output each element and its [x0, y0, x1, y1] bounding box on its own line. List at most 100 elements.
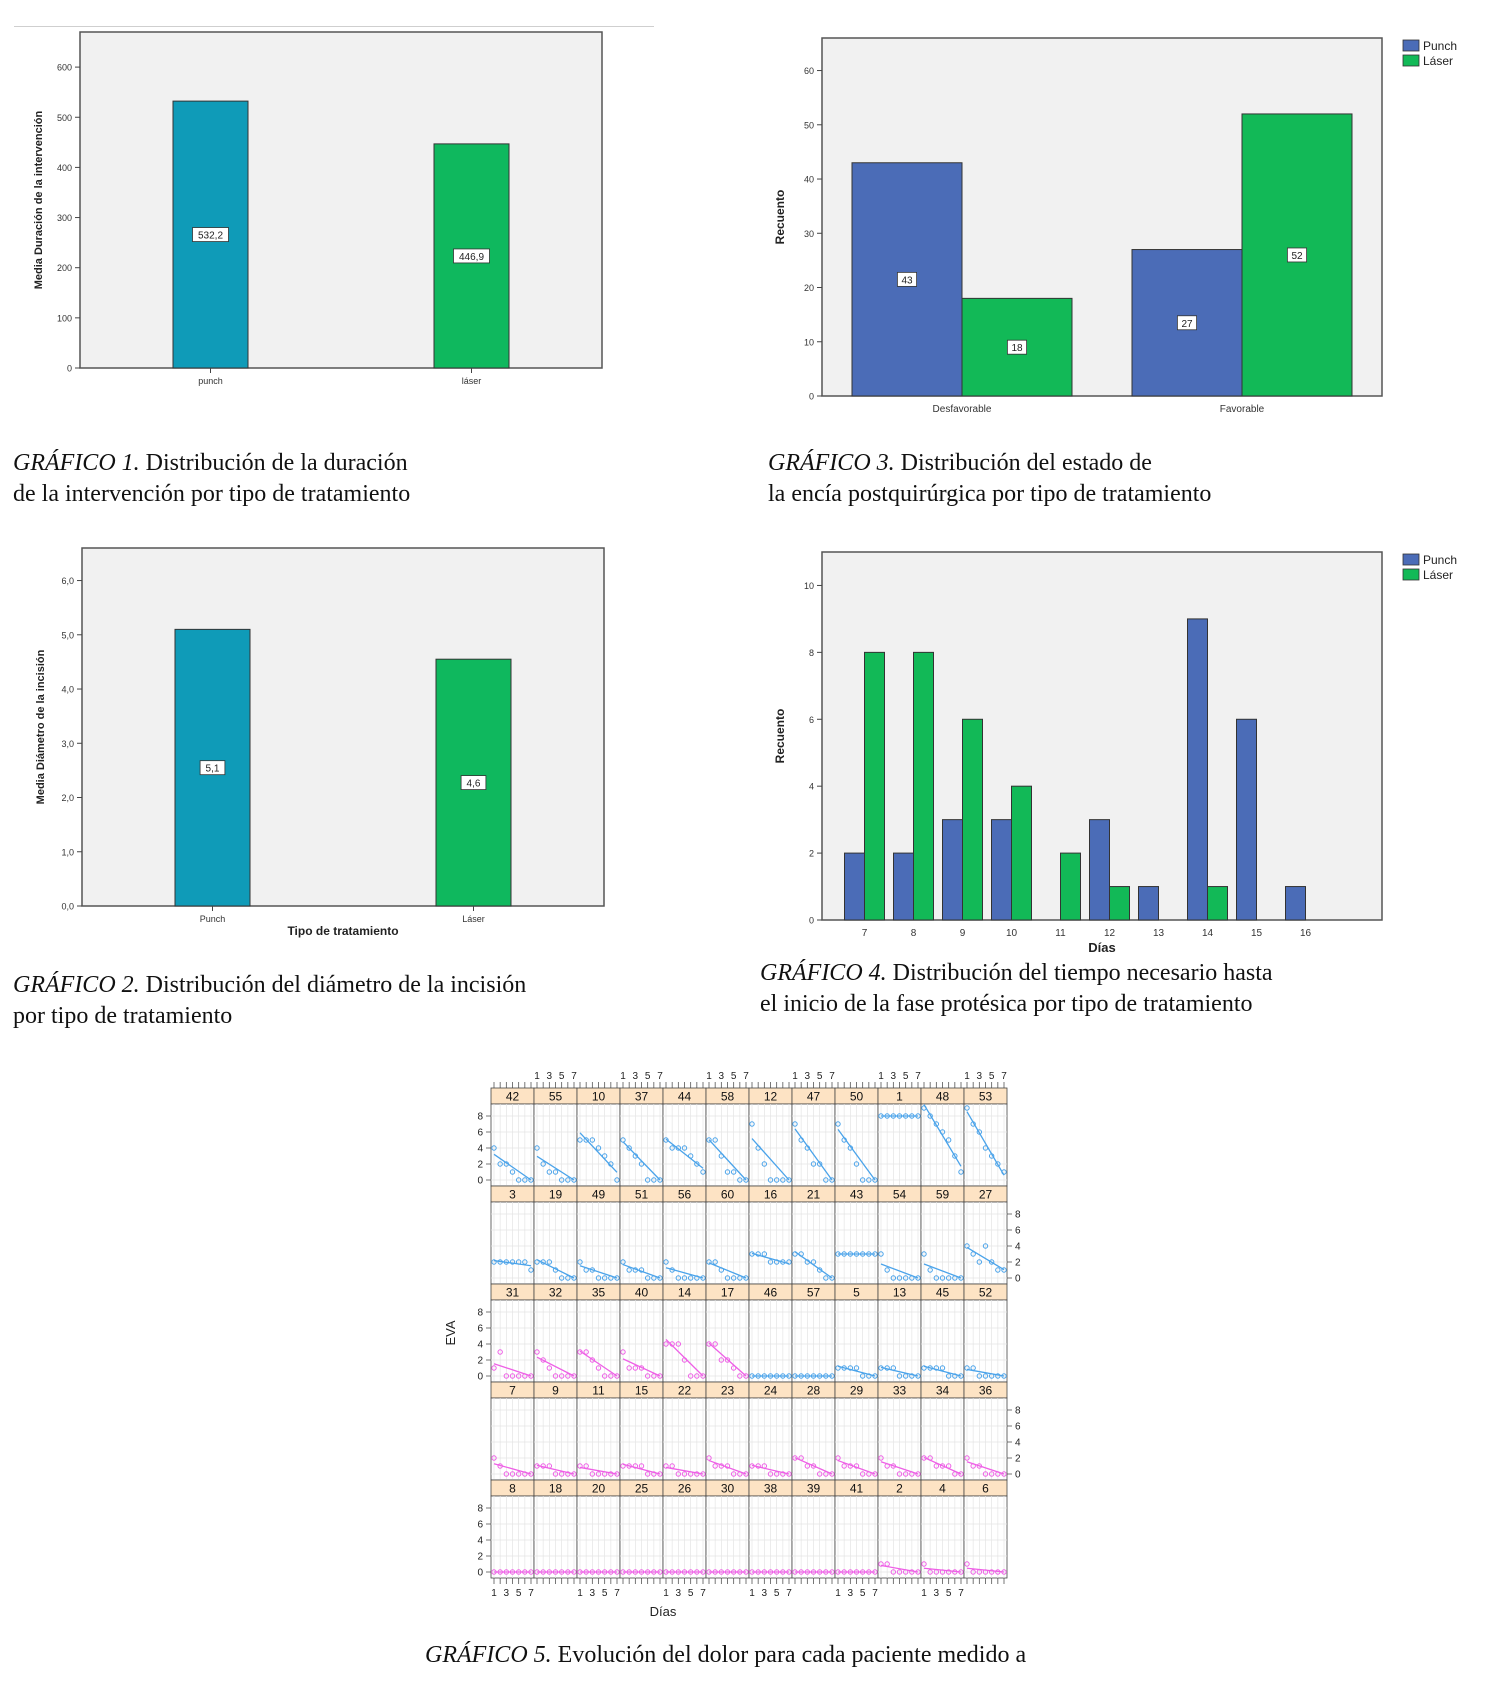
g5-ytick-label: 8 [1015, 1406, 1021, 1417]
g5-point [528, 1471, 534, 1477]
g4-bar-punch-10 [991, 819, 1012, 921]
g5-point [749, 1373, 755, 1379]
g5-point [638, 1267, 645, 1273]
g3-data-label-text: 27 [1181, 319, 1193, 330]
g3-ytick-label: 60 [804, 66, 814, 76]
g4-ytick-label: 8 [809, 648, 814, 658]
g5-point [614, 1177, 620, 1183]
g5-ytick-label: 8 [477, 1504, 483, 1515]
g5-xtick-label-top: 1 [792, 1071, 798, 1082]
g3-ytick-label: 0 [809, 392, 814, 402]
g5-point [577, 1463, 583, 1469]
g5-point [810, 1463, 817, 1469]
g5-xtick-label-bottom: 3 [504, 1588, 510, 1599]
g5-point [847, 1569, 854, 1575]
g5-point [872, 1569, 878, 1575]
g5-point [730, 1365, 737, 1371]
g5-point [497, 1349, 503, 1355]
g5-point [952, 1471, 958, 1477]
g2-ytick-label: 4,0 [61, 685, 74, 695]
g5-point [528, 1373, 534, 1379]
g5-ytick-label: 6 [1015, 1422, 1021, 1433]
g5-point [700, 1373, 706, 1379]
g5-point [761, 1251, 768, 1257]
g5-panel-label: 28 [807, 1384, 821, 1398]
g5-point [896, 1569, 903, 1575]
g5-point [847, 1251, 854, 1257]
g5-point [945, 1275, 952, 1281]
g5-point [958, 1471, 964, 1477]
g4-bar-punch-12 [1089, 819, 1110, 921]
g5-xtick-label-bottom: 5 [774, 1588, 780, 1599]
g4-ytick-label: 6 [809, 715, 814, 725]
g5-xtick-label-top: 3 [719, 1071, 725, 1082]
g5-point [853, 1463, 860, 1469]
g5-point [884, 1463, 890, 1469]
g5-point [497, 1161, 503, 1167]
g5-point [724, 1169, 731, 1175]
g3-data-label: 43 [896, 271, 917, 287]
g5-ytick-label: 0 [477, 1176, 483, 1187]
g5-point [847, 1365, 854, 1371]
g5-point [638, 1569, 645, 1575]
g5-point [804, 1569, 811, 1575]
g5-xtick-label-bottom: 1 [663, 1588, 669, 1599]
g5-point [503, 1373, 510, 1379]
g5-point [909, 1113, 915, 1119]
g5-panel-label: 47 [807, 1090, 821, 1104]
g5-point [829, 1177, 835, 1183]
g5-point [620, 1463, 626, 1469]
g5-panel-label: 23 [721, 1384, 735, 1398]
g5-point [491, 1145, 497, 1151]
g5-fit-line [493, 1153, 532, 1181]
g5-fit-line [536, 1155, 575, 1181]
g5-point [503, 1569, 510, 1575]
g5-point [724, 1569, 731, 1575]
g5-point [804, 1259, 811, 1265]
g5-panel-label: 40 [635, 1286, 649, 1300]
g5-ytick-label: 4 [477, 1536, 483, 1547]
g5-panel-label: 10 [592, 1090, 606, 1104]
g5-panel-label: 31 [506, 1286, 520, 1300]
g5-point [620, 1259, 626, 1265]
g5-point [792, 1121, 798, 1127]
g2-data-label-box [460, 775, 487, 790]
g5-point [816, 1267, 823, 1273]
g5-xtick-label-top: 3 [633, 1071, 639, 1082]
g4-bar-lser-7 [864, 651, 885, 921]
g4-legend-label-0: Punch [1423, 553, 1457, 567]
g5-point [669, 1267, 675, 1273]
g5-point [872, 1471, 878, 1477]
g5-panel-label: 49 [592, 1188, 606, 1202]
chart-4-dias: 0 2 4 6 8 10 7 8 9 10 11 12 13 14 15 16 Recuento Días Punc… [755, 540, 1485, 960]
g3-ytick-label: 30 [804, 229, 814, 239]
g5-point [988, 1471, 995, 1477]
g5-point [546, 1463, 553, 1469]
chart-5-svg: 1 3 5 71 3 5 71 3 5 71 3 5 71 3 5 71 3 5 71 3 5 71 3 5 71 3 5 71 3 5 7… [443, 1071, 1021, 1619]
g5-point [620, 1137, 626, 1143]
g5-point [706, 1259, 712, 1265]
g5-point [657, 1569, 663, 1575]
g5-point [988, 1259, 995, 1265]
g5-point [933, 1275, 940, 1281]
g5-fit-line [622, 1141, 661, 1181]
g5-point [761, 1373, 768, 1379]
g5-point [706, 1569, 712, 1575]
g5-point [995, 1471, 1001, 1477]
g5-panel-label: 1 [896, 1090, 903, 1104]
g5-point [608, 1275, 614, 1281]
g1-data-label-text: 532,2 [198, 231, 223, 242]
g5-panel-label: 29 [850, 1384, 864, 1398]
g5-panel-label: 4 [939, 1482, 946, 1496]
g3-ytick-label: 50 [804, 120, 814, 130]
g5-panel-label: 27 [979, 1188, 993, 1202]
g5-point [964, 1105, 970, 1111]
g5-panel-label: 22 [678, 1384, 692, 1398]
g5-point [1001, 1267, 1007, 1273]
g5-point [663, 1259, 669, 1265]
g5-panel-label: 7 [509, 1384, 516, 1398]
g4-xlabel: Días [1088, 940, 1115, 955]
g5-point [866, 1251, 872, 1257]
g5-xtick-label-bottom: 1 [577, 1588, 583, 1599]
g5-point [964, 1455, 970, 1461]
